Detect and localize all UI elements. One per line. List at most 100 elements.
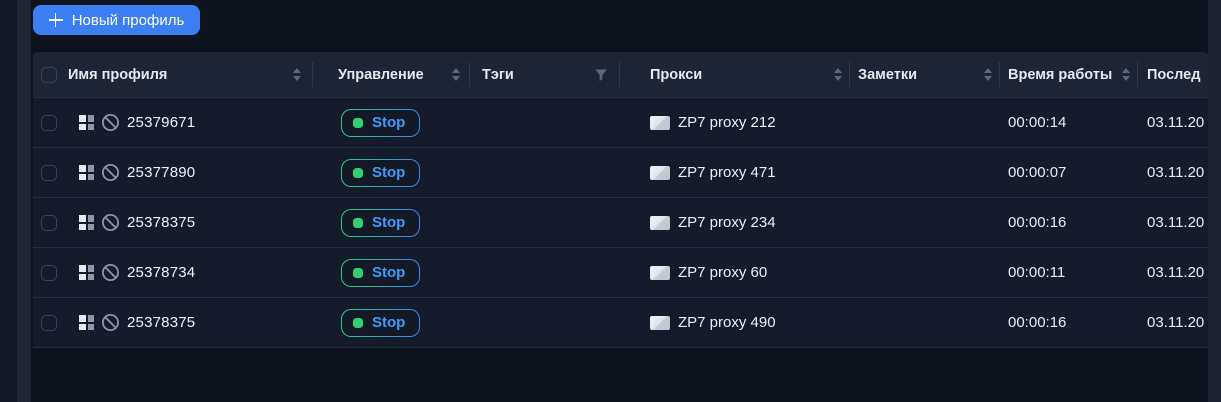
header-last-run-label: Послед bbox=[1147, 66, 1201, 83]
uptime-value: 00:00:14 bbox=[1008, 114, 1067, 131]
blocked-icon bbox=[101, 313, 120, 332]
uptime-value: 00:00:16 bbox=[1008, 214, 1067, 231]
proxy-name: ZP7 proxy 212 bbox=[678, 114, 776, 131]
notes-cell bbox=[850, 148, 1000, 197]
control-cell: Stop bbox=[313, 198, 470, 247]
table-bottom-border bbox=[33, 347, 1208, 348]
tags-cell bbox=[470, 248, 620, 297]
header-control[interactable]: Управление bbox=[313, 52, 470, 97]
tags-cell bbox=[470, 148, 620, 197]
last-run-cell: 03.11.20 bbox=[1138, 248, 1208, 297]
tags-cell bbox=[470, 298, 620, 347]
control-cell: Stop bbox=[313, 298, 470, 347]
running-status-dot bbox=[353, 267, 363, 278]
proxy-name: ZP7 proxy 490 bbox=[678, 314, 776, 331]
last-run-cell: 03.11.20 bbox=[1138, 298, 1208, 347]
last-run-value: 03.11.20 bbox=[1147, 164, 1205, 181]
header-tags[interactable]: Тэги bbox=[470, 52, 620, 97]
header-notes-label: Заметки bbox=[858, 66, 918, 83]
stop-button-label: Stop bbox=[372, 264, 406, 281]
tags-cell bbox=[470, 98, 620, 147]
uptime-cell: 00:00:07 bbox=[1000, 148, 1138, 197]
stop-button-label: Stop bbox=[372, 314, 406, 331]
proxy-flag-icon bbox=[650, 165, 670, 180]
last-run-value: 03.11.20 bbox=[1147, 214, 1205, 231]
row-checkbox[interactable] bbox=[41, 164, 57, 181]
sidebar-edge-inner bbox=[17, 0, 31, 402]
proxy-name: ZP7 proxy 471 bbox=[678, 164, 776, 181]
stop-button-label: Stop bbox=[372, 214, 406, 231]
sort-icon[interactable] bbox=[452, 68, 460, 81]
profile-id: 25378375 bbox=[127, 314, 196, 331]
sort-icon[interactable] bbox=[293, 68, 301, 81]
plus-icon bbox=[48, 13, 63, 27]
stop-button[interactable]: Stop bbox=[341, 308, 421, 337]
notes-cell bbox=[850, 298, 1000, 347]
table-row: 25378375 Stop ZP7 proxy 490 00:00:16 03.… bbox=[33, 297, 1208, 347]
row-checkbox[interactable] bbox=[41, 214, 57, 231]
proxy-cell: ZP7 proxy 212 bbox=[620, 98, 850, 147]
sidebar-edge-outer bbox=[0, 0, 17, 402]
proxy-cell: ZP7 proxy 60 bbox=[620, 248, 850, 297]
stop-button[interactable]: Stop bbox=[341, 258, 421, 287]
header-uptime[interactable]: Время работы bbox=[1000, 52, 1138, 97]
header-control-label: Управление bbox=[338, 66, 424, 83]
blocked-icon bbox=[101, 213, 120, 232]
header-notes[interactable]: Заметки bbox=[850, 52, 1000, 97]
proxy-cell: ZP7 proxy 471 bbox=[620, 148, 850, 197]
new-profile-label: Новый профиль bbox=[71, 11, 185, 29]
header-proxy-label: Прокси bbox=[650, 66, 703, 83]
proxy-flag-icon bbox=[650, 215, 670, 230]
last-run-cell: 03.11.20 bbox=[1138, 148, 1208, 197]
header-tags-label: Тэги bbox=[482, 66, 514, 83]
profile-name-cell: 25378375 bbox=[62, 298, 313, 347]
profile-id: 25378375 bbox=[127, 214, 196, 231]
filter-icon[interactable] bbox=[594, 68, 608, 82]
proxy-flag-icon bbox=[650, 265, 670, 280]
header-profile-name[interactable]: Имя профиля bbox=[62, 52, 313, 97]
header-proxy[interactable]: Прокси bbox=[620, 52, 850, 97]
row-checkbox[interactable] bbox=[41, 264, 57, 281]
stop-button-label: Stop bbox=[372, 114, 406, 131]
running-status-dot bbox=[353, 217, 363, 228]
profile-name-cell: 25378375 bbox=[62, 198, 313, 247]
notes-cell bbox=[850, 198, 1000, 247]
last-run-value: 03.11.20 bbox=[1147, 314, 1205, 331]
apps-grid-icon bbox=[79, 265, 94, 280]
last-run-value: 03.11.20 bbox=[1147, 114, 1205, 131]
stop-button[interactable]: Stop bbox=[341, 208, 421, 237]
stop-button[interactable]: Stop bbox=[341, 158, 421, 187]
uptime-value: 00:00:07 bbox=[1008, 164, 1067, 181]
profile-id: 25377890 bbox=[127, 164, 196, 181]
vertical-scrollbar[interactable] bbox=[1208, 0, 1221, 402]
header-checkbox-cell bbox=[33, 52, 62, 97]
select-all-checkbox[interactable] bbox=[41, 66, 57, 83]
uptime-cell: 00:00:14 bbox=[1000, 98, 1138, 147]
control-cell: Stop bbox=[313, 248, 470, 297]
proxy-cell: ZP7 proxy 490 bbox=[620, 298, 850, 347]
stop-button[interactable]: Stop bbox=[341, 108, 421, 137]
control-cell: Stop bbox=[313, 98, 470, 147]
header-uptime-label: Время работы bbox=[1008, 66, 1113, 83]
running-status-dot bbox=[353, 117, 363, 128]
profile-name-cell: 25378734 bbox=[62, 248, 313, 297]
proxy-cell: ZP7 proxy 234 bbox=[620, 198, 850, 247]
apps-grid-icon bbox=[79, 315, 94, 330]
table-row: 25379671 Stop ZP7 proxy 212 00:00:14 03.… bbox=[33, 97, 1208, 147]
table-header-row: Имя профиля Управление Тэги Прокси Замет… bbox=[33, 52, 1208, 97]
header-last-run[interactable]: Послед bbox=[1138, 52, 1208, 97]
row-checkbox[interactable] bbox=[41, 314, 57, 331]
row-checkbox[interactable] bbox=[41, 114, 57, 131]
stop-button-label: Stop bbox=[372, 164, 406, 181]
sort-icon[interactable] bbox=[1122, 68, 1130, 81]
running-status-dot bbox=[353, 317, 363, 328]
last-run-value: 03.11.20 bbox=[1147, 264, 1205, 281]
new-profile-button[interactable]: Новый профиль bbox=[33, 5, 200, 35]
sort-icon[interactable] bbox=[984, 68, 992, 81]
running-status-dot bbox=[353, 167, 363, 178]
last-run-cell: 03.11.20 bbox=[1138, 198, 1208, 247]
last-run-cell: 03.11.20 bbox=[1138, 98, 1208, 147]
sort-icon[interactable] bbox=[834, 68, 842, 81]
table-row: 25378375 Stop ZP7 proxy 234 00:00:16 03.… bbox=[33, 197, 1208, 247]
profile-name-cell: 25377890 bbox=[62, 148, 313, 197]
